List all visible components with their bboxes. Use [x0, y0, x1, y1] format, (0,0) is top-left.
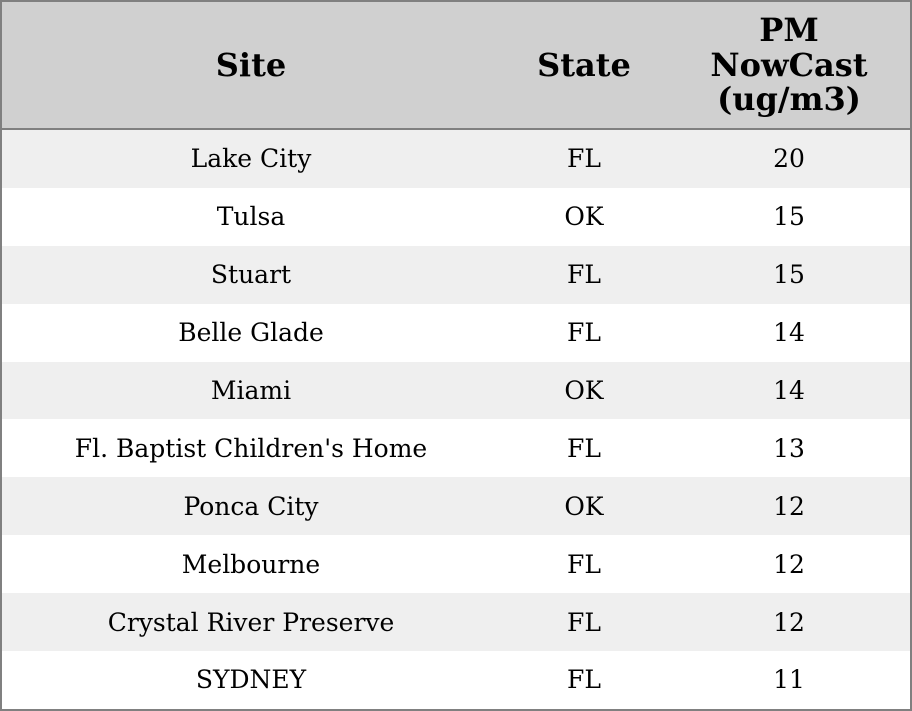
column-header-text: State: [537, 45, 631, 84]
table-cell: FL: [500, 535, 668, 594]
table-row: Belle Glade FL 14: [2, 303, 910, 362]
table-row: SYDNEY FL 11: [2, 651, 910, 709]
table-row: Miami OK 14: [2, 361, 910, 420]
table-cell: 12: [668, 535, 910, 594]
table-cell: Lake City: [2, 129, 500, 188]
table-cell: Crystal River Preserve: [2, 593, 500, 652]
table-cell: Melbourne: [2, 535, 500, 594]
table-cell: 12: [668, 593, 910, 652]
table-cell: Fl. Baptist Children's Home: [2, 419, 500, 478]
table-row: Lake City FL 20: [2, 129, 910, 188]
header-row: Site State PM NowCast (ug/m3): [2, 2, 910, 130]
column-header: State: [500, 2, 668, 130]
table-cell: 12: [668, 477, 910, 536]
table-row: Stuart FL 15: [2, 245, 910, 304]
table-cell: FL: [500, 651, 668, 709]
table-cell: Belle Glade: [2, 303, 500, 362]
table-row: Tulsa OK 15: [2, 187, 910, 246]
table-cell: OK: [500, 477, 668, 536]
column-header: Site: [2, 2, 500, 130]
table-cell: SYDNEY: [2, 651, 500, 709]
table-cell: 13: [668, 419, 910, 478]
table-row: Ponca City OK 12: [2, 477, 910, 536]
column-header-text: Site: [215, 45, 287, 84]
table-cell: FL: [500, 419, 668, 478]
table-row: Melbourne FL 12: [2, 535, 910, 594]
table-cell: 20: [668, 129, 910, 188]
table-cell: 14: [668, 361, 910, 420]
table-cell: FL: [500, 303, 668, 362]
column-header: PM NowCast (ug/m3): [668, 2, 910, 130]
table-cell: FL: [500, 245, 668, 304]
table-cell: FL: [500, 129, 668, 188]
column-header-text: PM NowCast (ug/m3): [710, 11, 868, 119]
table-cell: 14: [668, 303, 910, 362]
table-cell: Tulsa: [2, 187, 500, 246]
table-row: Crystal River Preserve FL 12: [2, 593, 910, 652]
table-cell: Ponca City: [2, 477, 500, 536]
table-cell: FL: [500, 593, 668, 652]
table-row: Fl. Baptist Children's Home FL 13: [2, 419, 910, 478]
table-cell: 15: [668, 245, 910, 304]
table-cell: 11: [668, 651, 910, 709]
table-cell: Miami: [2, 361, 500, 420]
table-cell: 15: [668, 187, 910, 246]
table-cell: Stuart: [2, 245, 500, 304]
table-cell: OK: [500, 361, 668, 420]
table-cell: OK: [500, 187, 668, 246]
